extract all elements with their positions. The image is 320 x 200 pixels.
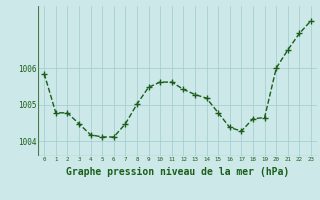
X-axis label: Graphe pression niveau de la mer (hPa): Graphe pression niveau de la mer (hPa)	[66, 167, 289, 177]
